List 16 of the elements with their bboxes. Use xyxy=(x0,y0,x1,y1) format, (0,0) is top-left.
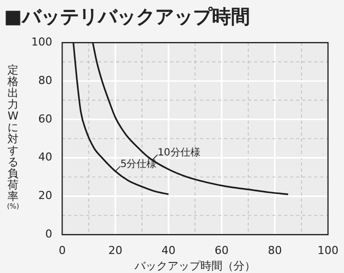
annotation: 5分仕様 xyxy=(120,158,157,170)
y-tick-label: 0 xyxy=(45,227,52,240)
y-tick-label: 80 xyxy=(38,74,52,87)
x-tick-label: 100 xyxy=(318,244,338,258)
x-tick-label: 40 xyxy=(162,244,176,258)
y-tick-label: 100 xyxy=(31,35,52,48)
x-tick-label: 0 xyxy=(58,244,66,258)
annotation: 10分仕様 xyxy=(158,146,200,158)
x-tick-label: 60 xyxy=(214,244,229,258)
chart-title: ■バッテリバックアップ時間 xyxy=(3,5,251,30)
x-tick-label: 20 xyxy=(108,244,122,258)
x-tick-label: 80 xyxy=(268,244,282,258)
y-tick-label: 20 xyxy=(38,189,52,202)
x-axis-title: バックアップ時間（分） xyxy=(134,259,256,272)
y-tick-label: 60 xyxy=(38,112,52,126)
y-tick-label: 40 xyxy=(38,150,52,164)
